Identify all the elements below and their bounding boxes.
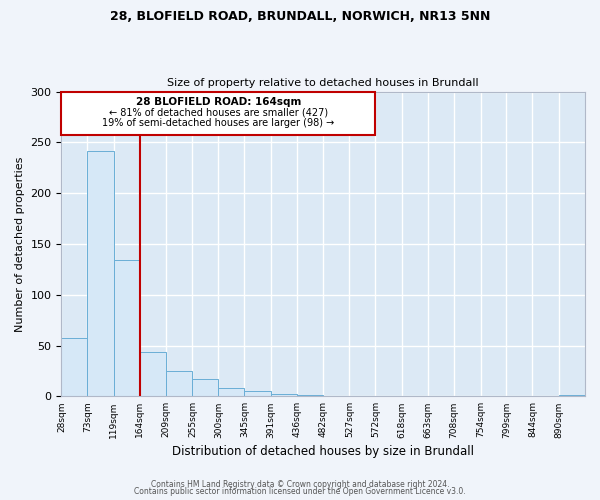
Bar [271,394,297,396]
Bar [193,379,218,396]
Text: Contains HM Land Registry data © Crown copyright and database right 2024.: Contains HM Land Registry data © Crown c… [151,480,449,489]
Bar [140,352,166,397]
Text: 28, BLOFIELD ROAD, BRUNDALL, NORWICH, NR13 5NN: 28, BLOFIELD ROAD, BRUNDALL, NORWICH, NR… [110,10,490,23]
Bar [218,388,244,396]
Bar [166,371,193,396]
Text: 28 BLOFIELD ROAD: 164sqm: 28 BLOFIELD ROAD: 164sqm [136,96,301,106]
FancyBboxPatch shape [61,92,376,135]
Title: Size of property relative to detached houses in Brundall: Size of property relative to detached ho… [167,78,479,88]
Y-axis label: Number of detached properties: Number of detached properties [15,156,25,332]
Bar [88,152,114,396]
Text: Contains public sector information licensed under the Open Government Licence v3: Contains public sector information licen… [134,487,466,496]
Text: ← 81% of detached houses are smaller (427): ← 81% of detached houses are smaller (42… [109,108,328,118]
Bar [61,338,88,396]
X-axis label: Distribution of detached houses by size in Brundall: Distribution of detached houses by size … [172,444,474,458]
Text: 19% of semi-detached houses are larger (98) →: 19% of semi-detached houses are larger (… [102,118,335,128]
Bar [114,260,140,396]
Bar [244,391,271,396]
